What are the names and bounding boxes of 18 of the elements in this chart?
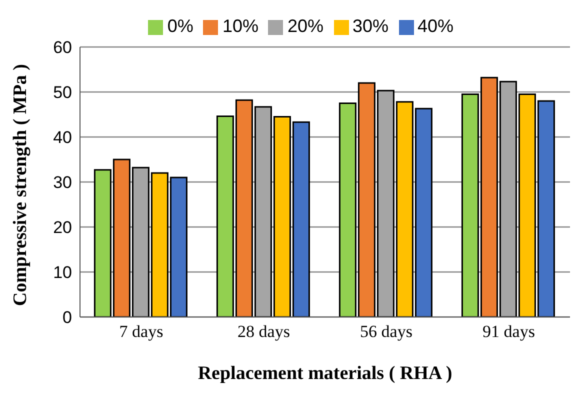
y-tick-label: 0: [62, 308, 72, 328]
y-tick-label: 30: [53, 173, 72, 192]
y-axis-title: Compressive strength ( MPa ): [10, 63, 32, 306]
legend-label: 40%: [418, 16, 454, 36]
y-tick-label: 50: [53, 83, 72, 102]
legend-label: 10%: [222, 16, 258, 36]
legend-label: 20%: [287, 16, 324, 36]
legend-label: 30%: [352, 16, 389, 36]
x-axis-title: Replacement materials ( RHA ): [196, 363, 454, 385]
x-tick-label: 7 days: [119, 322, 164, 342]
x-tick-label: 28 days: [238, 322, 290, 342]
legend-label: 0%: [167, 16, 194, 36]
y-tick-label: 40: [53, 128, 72, 148]
x-tick-label: 91 days: [482, 322, 535, 342]
y-tick-label: 20: [53, 218, 72, 238]
y-tick-label: 10: [53, 263, 72, 282]
x-tick-label: 56 days: [360, 322, 412, 342]
y-tick-label: 60: [53, 38, 72, 58]
